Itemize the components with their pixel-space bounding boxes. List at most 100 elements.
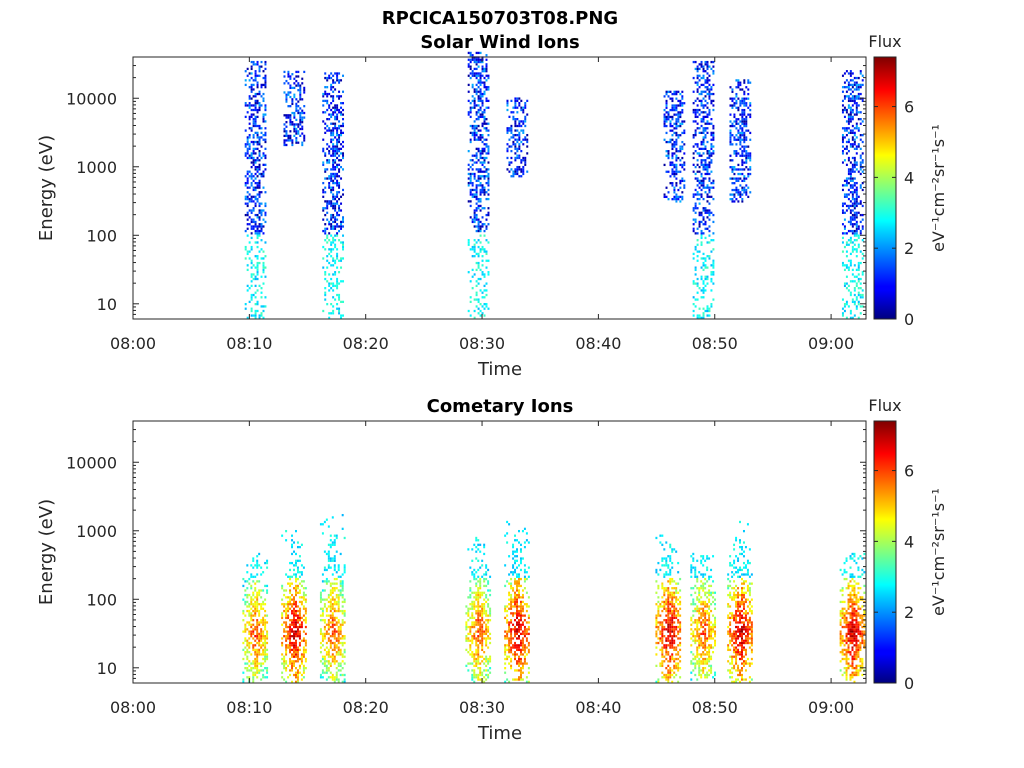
solar-wind-heatmap-cell: [841, 209, 844, 212]
solar-wind-heatmap-cell: [698, 131, 701, 134]
cometary-heatmap-cell: [293, 632, 295, 636]
solar-wind-heatmap-cell: [246, 136, 249, 139]
cometary-heatmap-cell: [661, 655, 664, 658]
cometary-heatmap-cell: [256, 676, 259, 679]
cometary-heatmap-cell: [325, 660, 328, 663]
cometary-heatmap-cell: [246, 609, 249, 613]
cometary-heatmap-cell: [246, 593, 249, 597]
solar-wind-heatmap-cell: [340, 79, 343, 82]
cometary-heatmap-cell: [319, 614, 322, 617]
solar-wind-heatmap-cell: [326, 234, 329, 237]
solar-wind-heatmap-cell: [857, 245, 860, 249]
solar-wind-heatmap-cell: [473, 248, 476, 251]
solar-wind-heatmap-cell: [679, 159, 682, 162]
solar-wind-heatmap-cell: [855, 124, 858, 128]
solar-wind-heatmap-cell: [841, 264, 844, 267]
cometary-heatmap-cell: [473, 632, 476, 636]
solar-wind-heatmap-cell: [743, 138, 746, 141]
solar-wind-heatmap-cell: [861, 271, 864, 274]
solar-wind-heatmap-cell: [479, 225, 482, 228]
cometary-heatmap-cell: [304, 587, 307, 590]
cometary-heatmap-cell: [250, 625, 253, 629]
solar-wind-heatmap-cell: [743, 154, 746, 157]
solar-wind-heatmap-cell: [735, 99, 738, 103]
cometary-heatmap-cell: [287, 605, 290, 608]
solar-wind-heatmap-cell: [861, 188, 864, 192]
solar-wind-heatmap-cell: [483, 118, 486, 121]
solar-wind-heatmap-cell: [479, 138, 482, 141]
solar-wind-heatmap-cell: [248, 102, 251, 105]
solar-wind-heatmap-cell: [481, 255, 484, 258]
solar-wind-heatmap-cell: [264, 131, 267, 134]
cometary-heatmap-cell: [266, 591, 269, 594]
solar-wind-heatmap-cell: [477, 282, 480, 285]
cometary-heatmap-cell: [256, 660, 259, 663]
cometary-heatmap-cell: [504, 653, 507, 656]
solar-wind-heatmap-cell: [260, 229, 263, 233]
solar-wind-heatmap-cell: [264, 213, 267, 217]
solar-wind-heatmap-cell: [481, 111, 484, 114]
cometary-heatmap-cell: [514, 534, 517, 537]
cometary-heatmap-cell: [665, 589, 668, 592]
cometary-heatmap-cell: [304, 660, 307, 663]
solar-wind-heatmap-cell: [328, 200, 331, 203]
solar-wind-heatmap-cell: [471, 172, 474, 176]
solar-wind-heatmap-cell: [322, 138, 325, 141]
cometary-heatmap-cell: [655, 625, 658, 629]
cometary-heatmap-cell: [508, 644, 511, 647]
solar-wind-heatmap-cell: [741, 127, 744, 130]
solar-wind-heatmap-cell: [334, 152, 337, 155]
cometary-heatmap-cell: [479, 612, 482, 615]
cometary-heatmap-cell: [508, 591, 511, 594]
cometary-heatmap-cell: [510, 584, 513, 588]
cometary-heatmap-cell: [327, 552, 330, 556]
solar-wind-heatmap-cell: [747, 97, 750, 100]
solar-wind-heatmap-cell: [731, 182, 734, 185]
solar-wind-heatmap-cell: [338, 138, 341, 141]
cometary-heatmap-cell: [523, 541, 526, 544]
solar-wind-heatmap-cell: [483, 122, 486, 125]
solar-wind-heatmap-cell: [256, 63, 259, 66]
cometary-heatmap-cell: [285, 623, 288, 626]
cometary-heatmap-cell: [469, 639, 472, 642]
solar-wind-heatmap-cell: [469, 72, 472, 75]
cometary-heatmap-cell: [252, 609, 255, 613]
solar-wind-heatmap-cell: [250, 72, 253, 75]
cometary-heatmap-cell: [244, 589, 247, 592]
cometary-heatmap-cell: [327, 660, 330, 663]
solar-wind-heatmap-cell: [857, 236, 860, 240]
solar-wind-heatmap-cell: [289, 114, 292, 117]
cometary-heatmap-cell: [258, 637, 261, 640]
cometary-heatmap-cell: [300, 662, 303, 665]
solar-wind-heatmap-cell: [483, 120, 486, 123]
solar-wind-heatmap-cell: [326, 147, 329, 150]
cometary-heatmap-cell: [335, 600, 338, 604]
cometary-heatmap-cell: [504, 584, 507, 588]
cometary-heatmap-cell: [467, 612, 470, 615]
cometary-heatmap-cell: [483, 680, 486, 683]
solar-wind-heatmap-cell: [469, 60, 472, 64]
solar-wind-heatmap-cell: [340, 257, 343, 260]
solar-wind-heatmap-cell: [479, 170, 482, 173]
solar-wind-heatmap-cell: [258, 136, 261, 139]
cometary-heatmap-cell: [302, 605, 305, 608]
cometary-heatmap-cell: [331, 587, 334, 590]
solar-wind-heatmap-cell: [330, 108, 333, 112]
solar-wind-heatmap-cell: [845, 163, 848, 166]
solar-wind-heatmap-cell: [679, 99, 682, 103]
solar-wind-heatmap-cell: [264, 241, 267, 244]
solar-wind-heatmap-cell: [293, 86, 296, 90]
cometary-heatmap-cell: [469, 644, 472, 647]
solar-wind-heatmap-cell: [855, 200, 858, 203]
solar-wind-heatmap-cell: [283, 143, 286, 147]
cometary-heatmap-cell: [485, 564, 488, 567]
solar-wind-heatmap-cell: [845, 134, 848, 137]
solar-wind-heatmap-cell: [861, 79, 864, 82]
solar-wind-heatmap-cell: [262, 118, 265, 121]
solar-wind-heatmap-cell: [665, 92, 668, 96]
solar-wind-heatmap-cell: [334, 259, 337, 262]
solar-wind-heatmap-cell: [485, 305, 488, 308]
solar-wind-heatmap-cell: [696, 193, 699, 196]
cometary-heatmap-cell: [285, 662, 288, 665]
cometary-heatmap-cell: [477, 539, 480, 542]
